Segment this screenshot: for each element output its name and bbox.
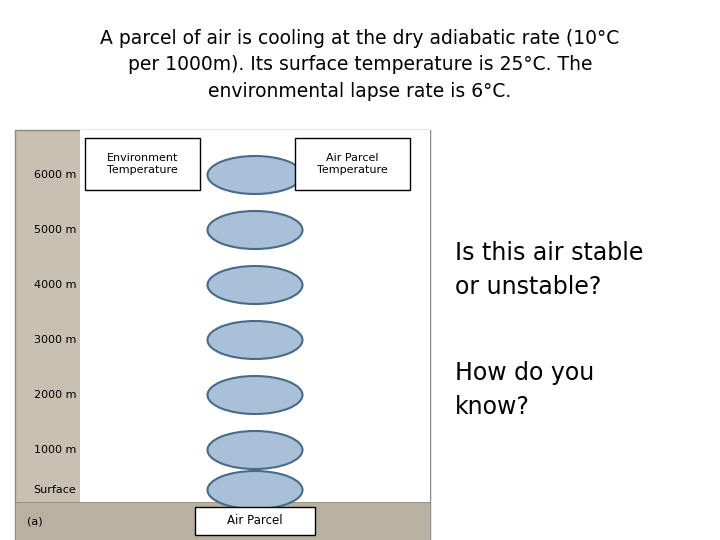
Ellipse shape bbox=[207, 431, 302, 469]
Text: Surface: Surface bbox=[33, 485, 76, 495]
Text: Environment
Temperature: Environment Temperature bbox=[107, 153, 178, 175]
Text: Air Parcel
Temperature: Air Parcel Temperature bbox=[317, 153, 388, 175]
Ellipse shape bbox=[207, 321, 302, 359]
Bar bbox=[295, 138, 410, 190]
Text: Air Parcel: Air Parcel bbox=[228, 515, 283, 528]
Ellipse shape bbox=[207, 471, 302, 509]
Bar bbox=[15, 502, 430, 540]
Bar bbox=[85, 138, 200, 190]
Text: Is this air stable
or unstable?: Is this air stable or unstable? bbox=[455, 241, 644, 299]
Text: 4000 m: 4000 m bbox=[34, 280, 76, 290]
Bar bbox=[15, 130, 430, 540]
Ellipse shape bbox=[207, 156, 302, 194]
Text: (a): (a) bbox=[27, 516, 42, 526]
Text: 3000 m: 3000 m bbox=[34, 335, 76, 345]
Ellipse shape bbox=[207, 266, 302, 304]
Text: 1000 m: 1000 m bbox=[34, 445, 76, 455]
Text: 2000 m: 2000 m bbox=[34, 390, 76, 400]
Text: 5000 m: 5000 m bbox=[34, 225, 76, 235]
Bar bbox=[195, 507, 315, 535]
Ellipse shape bbox=[207, 211, 302, 249]
Text: 6000 m: 6000 m bbox=[34, 170, 76, 180]
Text: A parcel of air is cooling at the dry adiabatic rate (10°C
per 1000m). Its surfa: A parcel of air is cooling at the dry ad… bbox=[100, 29, 620, 101]
Ellipse shape bbox=[207, 376, 302, 414]
Bar bbox=[80, 130, 430, 502]
Text: How do you
know?: How do you know? bbox=[455, 361, 594, 419]
